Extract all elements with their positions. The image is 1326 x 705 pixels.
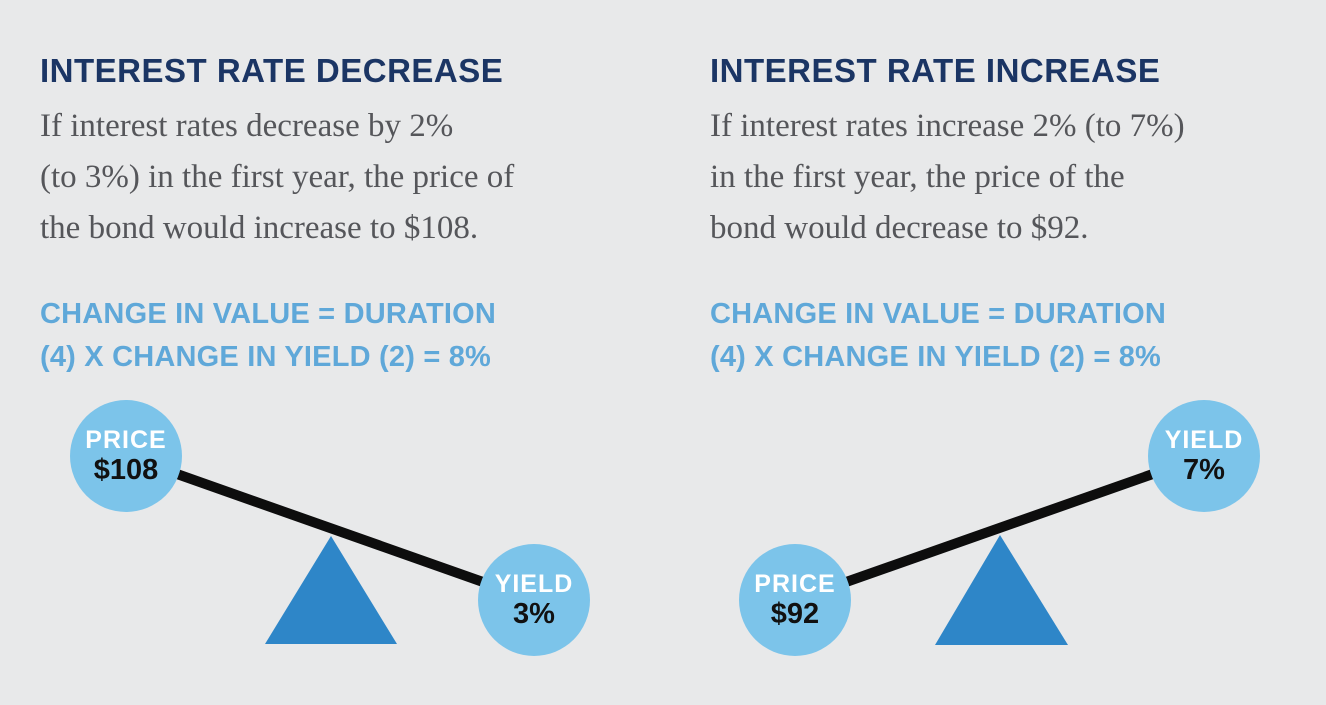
yield-value: 3% <box>513 598 555 630</box>
seesaw-beam-line <box>793 451 1206 605</box>
price-value: $92 <box>770 598 820 630</box>
seesaw-diagram-increase: PRICE $92 YIELD 7% <box>663 390 1326 705</box>
panel-title: INTEREST RATE INCREASE <box>710 52 1161 89</box>
fulcrum-triangle-icon <box>935 535 1068 645</box>
price-label: PRICE <box>85 426 167 454</box>
yield-value: 7% <box>1183 454 1225 486</box>
fulcrum-triangle-icon <box>265 536 397 644</box>
yield-circle: YIELD 3% <box>478 544 590 656</box>
seesaw-graphic <box>793 451 1206 645</box>
panel-content: INTEREST RATE INCREASE If interest rates… <box>710 0 1326 705</box>
panel-description: If interest rates decrease by 2% (to 3%)… <box>40 108 515 246</box>
yield-label: YIELD <box>494 570 574 598</box>
price-label: PRICE <box>754 570 836 598</box>
seesaw-beam-line <box>124 451 536 605</box>
seesaw-diagram-decrease: PRICE $108 YIELD 3% <box>0 390 663 705</box>
panel-interest-rate-decrease: INTEREST RATE DECREASE If interest rates… <box>0 0 663 705</box>
yield-label: YIELD <box>1164 426 1244 454</box>
panel-content: INTEREST RATE DECREASE If interest rates… <box>40 0 656 705</box>
yield-circle: YIELD 7% <box>1148 400 1260 512</box>
price-circle: PRICE $108 <box>70 400 182 512</box>
panel-description: If interest rates increase 2% (to 7%) in… <box>710 108 1185 246</box>
seesaw-graphic <box>124 451 536 644</box>
duration-formula: CHANGE IN VALUE = DURATION (4) X CHANGE … <box>710 298 1167 373</box>
panel-interest-rate-increase: INTEREST RATE INCREASE If interest rates… <box>663 0 1326 705</box>
price-value: $108 <box>93 454 159 486</box>
price-circle: PRICE $92 <box>739 544 851 656</box>
panel-title: INTEREST RATE DECREASE <box>40 52 504 89</box>
duration-formula: CHANGE IN VALUE = DURATION (4) X CHANGE … <box>40 298 497 373</box>
